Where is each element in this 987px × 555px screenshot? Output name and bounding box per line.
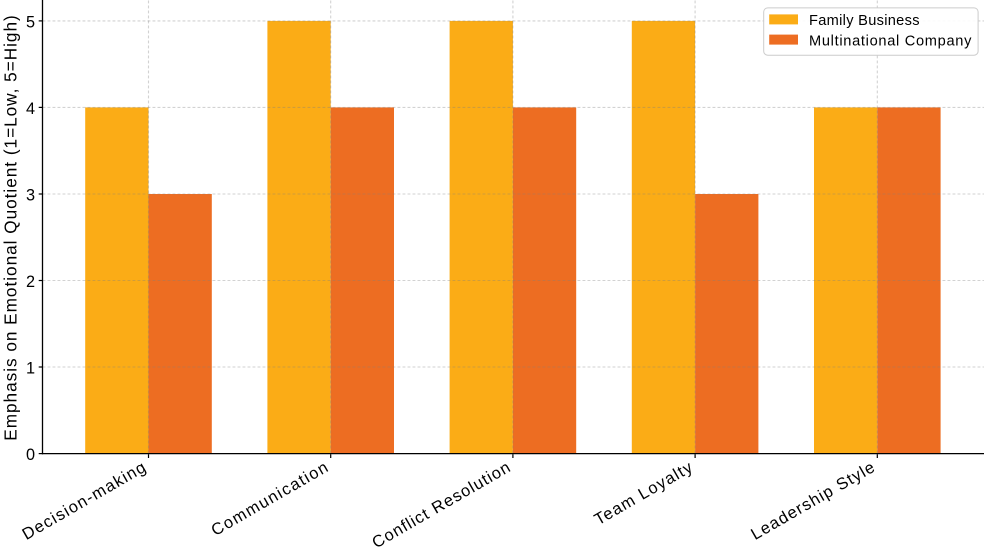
svg-text:Emphasis on Emotional Quotient: Emphasis on Emotional Quotient (1=Low, 5… [1, 15, 21, 441]
svg-text:4: 4 [26, 100, 35, 118]
svg-text:0: 0 [26, 446, 35, 464]
svg-text:Multinational Company: Multinational Company [809, 33, 972, 49]
svg-text:2: 2 [26, 273, 35, 291]
svg-text:1: 1 [26, 360, 35, 378]
svg-text:5: 5 [26, 14, 35, 32]
svg-text:3: 3 [26, 187, 35, 205]
svg-text:Family Business: Family Business [809, 13, 920, 29]
